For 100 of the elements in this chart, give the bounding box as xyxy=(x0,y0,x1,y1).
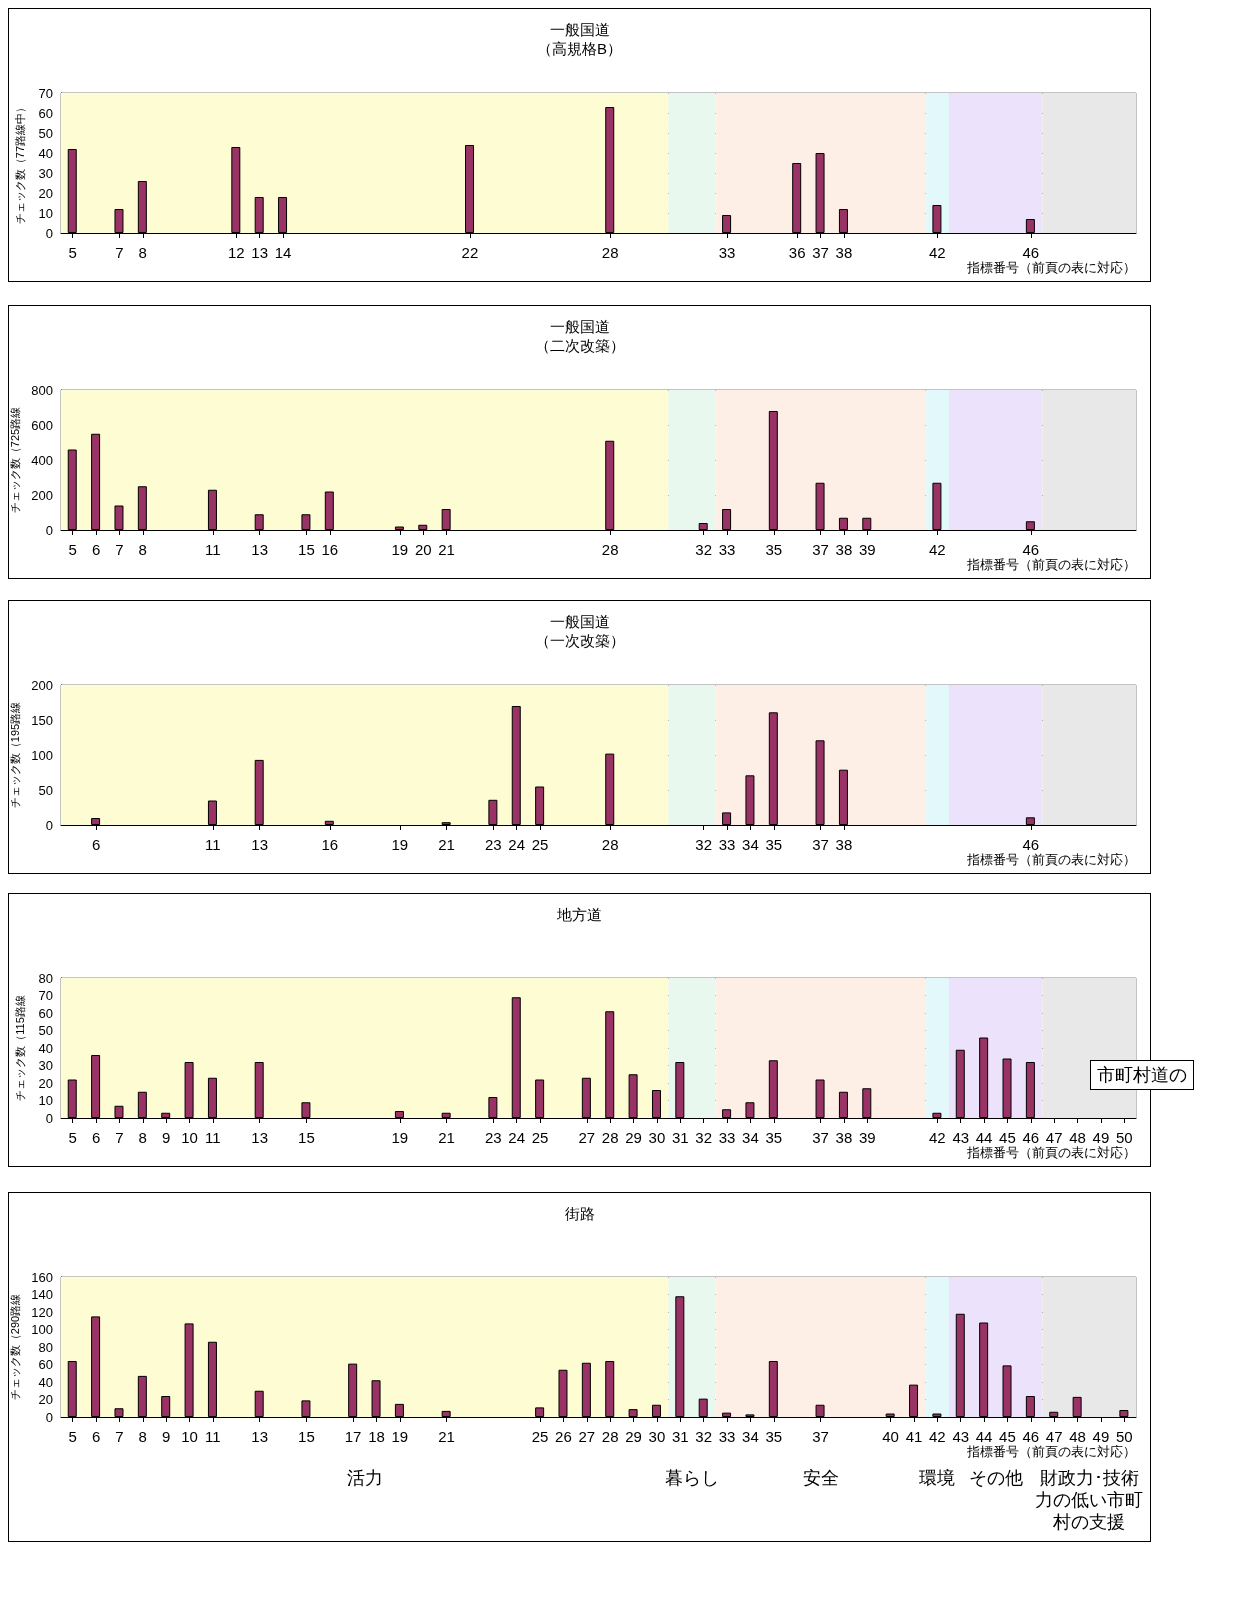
x-tick-label: 6 xyxy=(91,836,101,853)
y-tick-label: 0 xyxy=(45,1110,53,1126)
x-tick-label: 11 xyxy=(205,1129,221,1146)
x-tick-label: 25 xyxy=(531,836,549,853)
x-tick-label: 42 xyxy=(929,1129,946,1146)
x-tick-label: 30 xyxy=(648,1428,666,1445)
x-tick-label: 39 xyxy=(858,1129,876,1146)
y-axis-title: チェック数（290路線 xyxy=(8,1293,21,1401)
x-tick-label: 7 xyxy=(115,244,124,261)
x-tick-label: 9 xyxy=(161,1129,171,1146)
x-tick-label: 11 xyxy=(205,1428,221,1445)
band-label: その他 xyxy=(968,1468,1023,1488)
y-tick-label: 200 xyxy=(31,677,53,693)
x-tick-label: 35 xyxy=(765,1129,783,1146)
y-axis-title: チェック数（725路線 xyxy=(8,406,21,514)
y-tick-label: 60 xyxy=(38,105,53,121)
x-tick-label: 15 xyxy=(298,1428,315,1445)
y-tick-label: 20 xyxy=(38,185,53,201)
y-tick-label: 50 xyxy=(38,125,53,141)
chart-title: 街路 xyxy=(564,1205,595,1222)
x-tick-label: 48 xyxy=(1069,1129,1086,1146)
x-tick-label: 34 xyxy=(742,1428,759,1445)
x-tick-label: 5 xyxy=(68,1129,77,1146)
x-tick-label: 50 xyxy=(1115,1129,1133,1146)
x-tick-label: 50 xyxy=(1115,1428,1133,1445)
x-tick-label: 22 xyxy=(461,244,479,261)
x-tick-label: 24 xyxy=(508,1129,526,1146)
x-tick-label: 19 xyxy=(391,1428,409,1445)
x-tick-label: 41 xyxy=(905,1428,923,1445)
x-tick-label: 34 xyxy=(742,836,759,853)
x-tick-label: 21 xyxy=(438,541,455,558)
x-tick-label: 31 xyxy=(671,1428,689,1445)
chart-subtitle: （一次改築） xyxy=(534,632,625,649)
chart-title: 地方道 xyxy=(556,906,602,923)
x-tick-label: 35 xyxy=(765,836,783,853)
y-tick-label: 400 xyxy=(31,452,53,468)
x-tick-label: 42 xyxy=(929,244,946,261)
y-tick-label: 60 xyxy=(38,1357,53,1372)
x-tick-label: 5 xyxy=(68,244,77,261)
x-tick-label: 13 xyxy=(251,1129,268,1146)
x-tick-label: 21 xyxy=(438,1428,455,1445)
x-tick-label: 26 xyxy=(555,1428,572,1445)
x-tick-label: 33 xyxy=(718,541,736,558)
band-label: 活力 xyxy=(346,1468,383,1488)
y-tick-label: 120 xyxy=(31,1304,53,1320)
y-tick-label: 70 xyxy=(38,988,53,1003)
x-tick-label: 45 xyxy=(999,1428,1016,1445)
x-tick-label: 32 xyxy=(695,1129,713,1146)
x-tick-label: 46 xyxy=(1022,836,1040,853)
x-tick-label: 25 xyxy=(531,1129,549,1146)
x-tick-label: 18 xyxy=(368,1428,385,1445)
y-tick-label: 80 xyxy=(38,970,53,986)
x-tick-label: 19 xyxy=(391,541,409,558)
y-tick-label: 80 xyxy=(38,1339,53,1355)
x-tick-label: 42 xyxy=(929,541,946,558)
x-tick-label: 21 xyxy=(438,836,455,853)
x-tick-label: 27 xyxy=(578,1129,596,1146)
x-tick-label: 38 xyxy=(835,244,853,261)
y-tick-label: 100 xyxy=(31,747,53,763)
x-tick-label: 5 xyxy=(68,541,77,558)
x-axis-title: 指標番号（前頁の表に対応） xyxy=(966,1145,1136,1160)
y-tick-label: 20 xyxy=(38,1392,53,1407)
y-tick-label: 10 xyxy=(38,205,53,221)
x-tick-label: 28 xyxy=(601,541,619,558)
x-tick-label: 6 xyxy=(91,1428,101,1445)
x-tick-label: 28 xyxy=(601,1129,619,1146)
x-tick-label: 16 xyxy=(321,836,339,853)
x-tick-label: 11 xyxy=(205,836,221,853)
x-tick-label: 27 xyxy=(578,1428,596,1445)
y-tick-label: 0 xyxy=(45,522,53,538)
x-tick-label: 33 xyxy=(718,836,736,853)
x-tick-label: 38 xyxy=(835,541,853,558)
x-tick-label: 37 xyxy=(812,1428,829,1445)
y-tick-label: 160 xyxy=(31,1269,53,1285)
x-tick-label: 28 xyxy=(601,1428,619,1445)
x-tick-label: 19 xyxy=(391,1129,409,1146)
band-label: 暮らし xyxy=(664,1468,719,1488)
x-tick-label: 32 xyxy=(695,541,713,558)
x-tick-label: 47 xyxy=(1045,1129,1063,1146)
chart-title: 一般国道 xyxy=(549,21,610,38)
x-tick-label: 14 xyxy=(274,244,292,261)
y-tick-label: 200 xyxy=(31,487,53,503)
y-tick-label: 0 xyxy=(45,817,53,833)
x-tick-label: 23 xyxy=(484,1129,502,1146)
x-tick-label: 16 xyxy=(321,541,339,558)
x-tick-label: 7 xyxy=(115,541,124,558)
x-tick-label: 8 xyxy=(138,1428,147,1445)
annotation: 市町村道の xyxy=(1090,1060,1194,1090)
x-tick-label: 32 xyxy=(695,1428,713,1445)
x-tick-label: 34 xyxy=(742,1129,759,1146)
band-label: 環境 xyxy=(919,1468,956,1488)
x-tick-label: 43 xyxy=(952,1428,970,1445)
x-tick-label: 13 xyxy=(251,244,268,261)
x-tick-label: 29 xyxy=(625,1129,642,1146)
y-tick-label: 0 xyxy=(45,1409,53,1425)
x-tick-label: 49 xyxy=(1092,1428,1110,1445)
chart-subtitle: （高規格B） xyxy=(536,40,623,57)
x-tick-label: 29 xyxy=(625,1428,642,1445)
y-tick-label: 60 xyxy=(38,1005,53,1021)
x-tick-label: 35 xyxy=(765,541,783,558)
